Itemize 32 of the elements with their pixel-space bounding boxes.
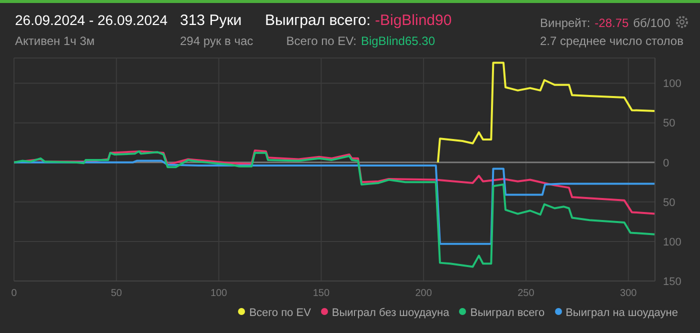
x-tick-label: 50 <box>110 288 122 300</box>
legend-label: Выиграл на шоудауне <box>566 307 678 319</box>
x-tick-label: 200 <box>415 288 432 300</box>
y-tick-label: 150 <box>663 276 682 288</box>
text: Активен 1ч 3м <box>15 34 95 48</box>
y-tick-label: 100 <box>663 236 682 248</box>
legend-label: Всего по EV <box>249 307 311 319</box>
legend-label: Выиграл без шоудауна <box>332 307 450 319</box>
x-tick-label: 0 <box>11 288 18 300</box>
line-series <box>14 160 655 245</box>
legend-label: Выиграл всего <box>470 307 545 319</box>
x-tick-label: 250 <box>518 288 535 300</box>
text: Выиграл всего: <box>265 12 371 29</box>
text: 313 Руки <box>180 12 242 29</box>
chart-title: 26.09.2024 - 26.09.2024 <box>15 12 168 28</box>
y-tick-label: 50 <box>663 118 676 130</box>
y-tick-label: 0 <box>663 157 670 170</box>
text: -BigBlind90 <box>375 12 452 29</box>
y-tick-label: 100 <box>663 78 682 90</box>
text: Всего по EV: <box>286 34 356 48</box>
text: BigBlind65.30 <box>360 34 435 48</box>
text: -28.75 <box>594 16 629 30</box>
x-tick-label: 100 <box>210 288 228 300</box>
text: 294 рук в час <box>180 34 254 48</box>
line-series <box>436 62 655 164</box>
y-tick-label: 50 <box>663 196 676 209</box>
text: бб/100 <box>633 16 670 30</box>
x-tick-label: 300 <box>620 288 638 300</box>
text: 2.7 среднее число столов <box>540 34 684 48</box>
line-series <box>14 150 655 268</box>
x-tick-label: 150 <box>312 288 330 300</box>
text: Винрейт: <box>540 16 590 30</box>
